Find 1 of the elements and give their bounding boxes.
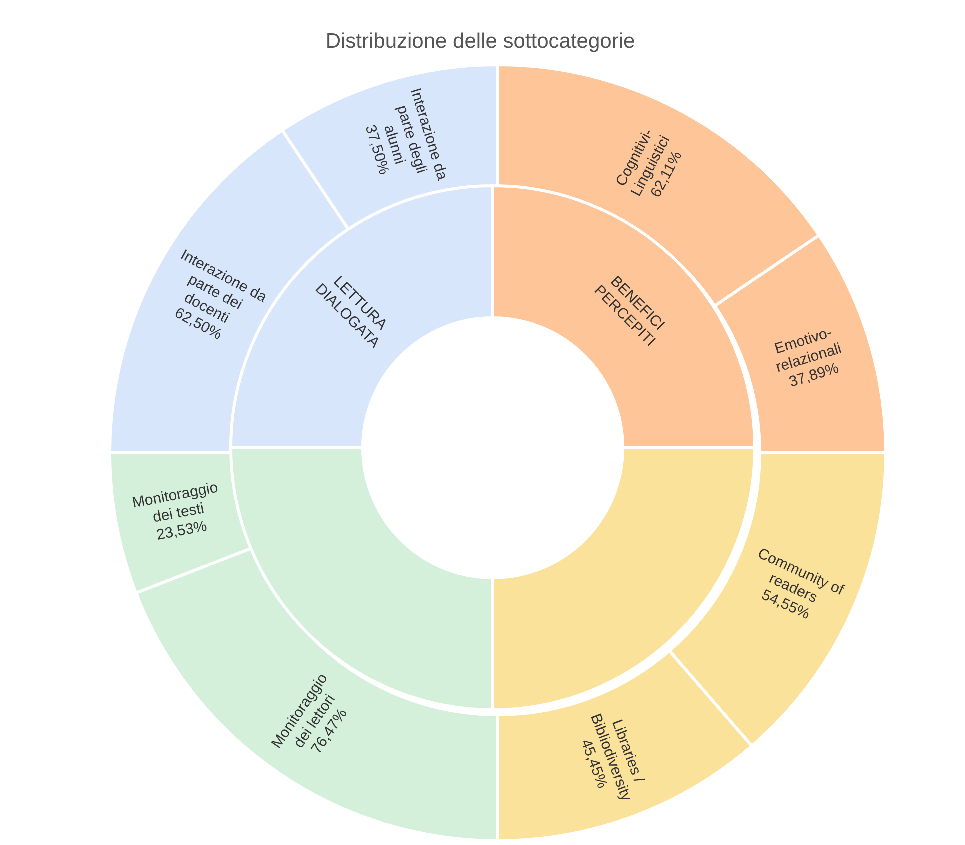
text: Distribuzione delle sottocategorie bbox=[324, 30, 636, 54]
